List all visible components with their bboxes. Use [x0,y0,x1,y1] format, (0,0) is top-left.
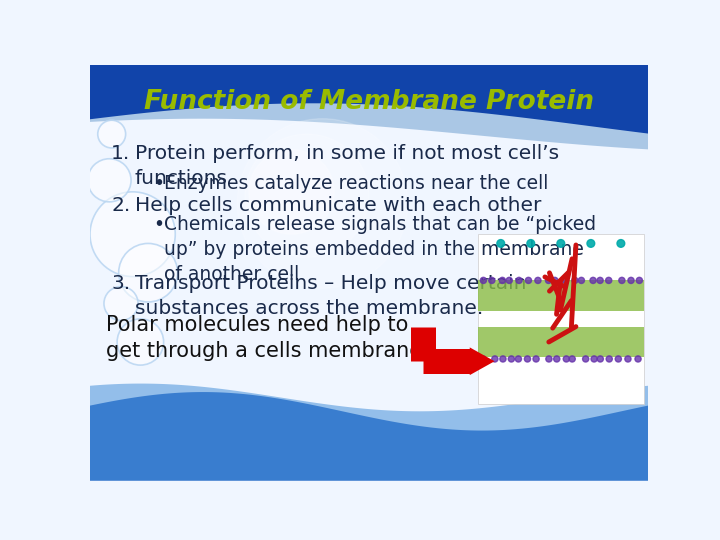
Circle shape [98,120,126,148]
Circle shape [617,240,625,247]
Text: Chemicals release signals that can be “picked
up” by proteins embedded in the me: Chemicals release signals that can be “p… [164,215,597,284]
Text: Protein perform, in some if not most cell’s
functions: Protein perform, in some if not most cel… [135,144,559,188]
Circle shape [635,356,641,362]
Circle shape [527,240,535,247]
Circle shape [590,278,596,284]
Polygon shape [90,392,648,481]
Polygon shape [90,65,648,133]
Circle shape [615,356,621,362]
Text: Help cells communicate with each other: Help cells communicate with each other [135,195,541,215]
Text: 2.: 2. [111,195,130,215]
Circle shape [554,356,560,362]
Text: •: • [153,215,165,234]
Circle shape [546,356,552,362]
Circle shape [597,356,603,362]
Circle shape [618,278,625,284]
Circle shape [636,278,642,284]
Circle shape [497,240,505,247]
Circle shape [552,278,558,284]
Circle shape [606,278,612,284]
Circle shape [249,150,334,234]
Circle shape [117,319,163,365]
Circle shape [582,356,589,362]
Circle shape [526,278,531,284]
Circle shape [591,356,597,362]
Polygon shape [469,347,495,375]
Text: Function of Membrane Protein: Function of Membrane Protein [144,89,594,115]
Text: Enzymes catalyze reactions near the cell: Enzymes catalyze reactions near the cell [164,174,549,193]
Circle shape [578,278,585,284]
Circle shape [88,159,131,202]
FancyBboxPatch shape [477,280,644,311]
Circle shape [625,356,631,362]
Circle shape [492,356,498,362]
Circle shape [524,356,531,362]
Circle shape [569,356,575,362]
Text: Transport Proteins – Help move certain
substances across the membrane.: Transport Proteins – Help move certain s… [135,274,526,318]
Circle shape [516,278,522,284]
Circle shape [480,278,487,284]
Circle shape [587,240,595,247]
FancyBboxPatch shape [477,234,644,403]
Circle shape [533,356,539,362]
FancyBboxPatch shape [477,327,644,357]
Circle shape [238,119,408,288]
Circle shape [535,278,541,284]
Text: Polar molecules need help to
get through a cells membrane: Polar molecules need help to get through… [106,315,422,361]
Text: 3.: 3. [111,274,130,293]
Polygon shape [90,383,648,481]
Circle shape [546,278,552,284]
Circle shape [104,287,138,320]
Circle shape [480,356,486,362]
Circle shape [500,356,506,362]
Circle shape [572,278,578,284]
Circle shape [516,356,521,362]
Circle shape [245,134,369,257]
Text: 1.: 1. [111,144,130,163]
Circle shape [628,278,634,284]
Circle shape [563,356,570,362]
Circle shape [508,356,515,362]
Circle shape [506,278,513,284]
Circle shape [557,240,564,247]
Circle shape [562,278,569,284]
Circle shape [90,192,175,276]
Text: •: • [153,174,165,193]
Circle shape [606,356,612,362]
Circle shape [499,278,505,284]
Circle shape [597,278,603,284]
Polygon shape [90,65,648,150]
Circle shape [119,244,178,302]
Circle shape [489,278,495,284]
